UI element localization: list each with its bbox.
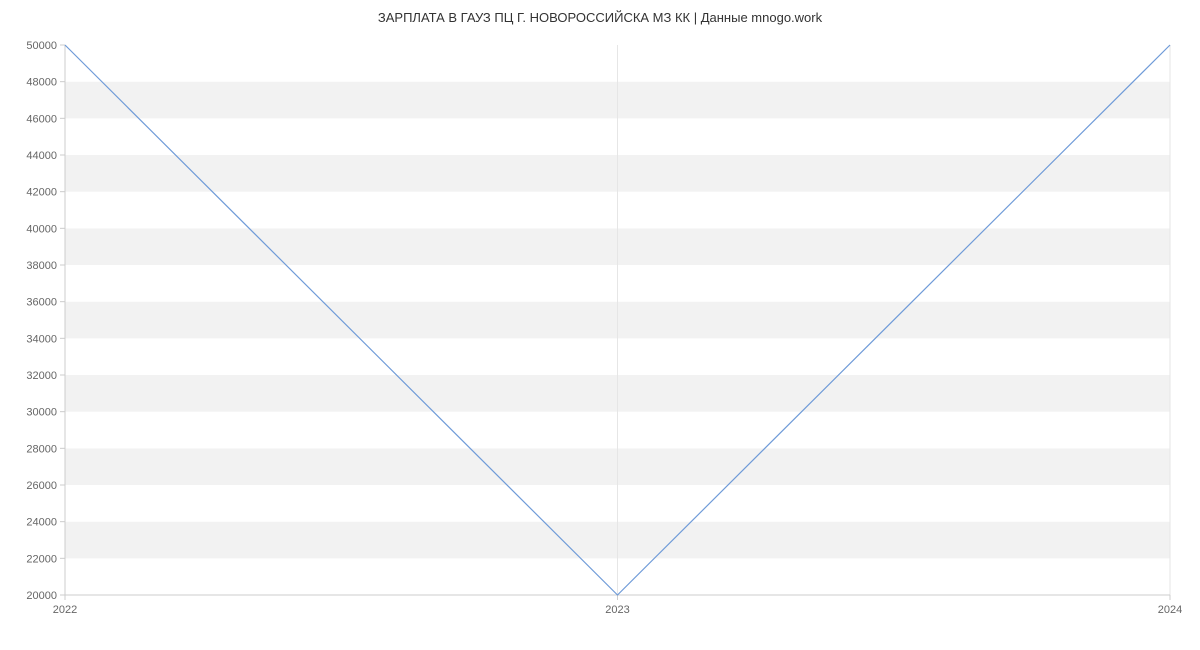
y-tick-label: 24000 <box>26 517 57 529</box>
y-tick-label: 36000 <box>26 297 57 309</box>
y-tick-label: 42000 <box>26 187 57 199</box>
line-chart: 20000 22000 24000 26000 28000 30000 32000 34000… <box>0 0 1200 650</box>
y-tick-label: 26000 <box>26 480 57 492</box>
y-tick-label: 34000 <box>26 333 57 345</box>
y-tick-label: 48000 <box>26 77 57 89</box>
y-tick-label: 40000 <box>26 223 57 235</box>
y-tick-label: 50000 <box>26 40 57 52</box>
x-tick-label: 2022 <box>53 604 77 616</box>
x-tick-label: 2024 <box>1158 604 1182 616</box>
y-tick-label: 38000 <box>26 260 57 272</box>
y-tick-label: 28000 <box>26 443 57 455</box>
chart-container: 20000 22000 24000 26000 28000 30000 32000 34000… <box>0 0 1200 650</box>
y-tick-label: 22000 <box>26 553 57 565</box>
y-tick-label: 20000 <box>26 590 57 602</box>
y-tick-label: 30000 <box>26 407 57 419</box>
y-tick-label: 46000 <box>26 113 57 125</box>
x-tick-label: 2023 <box>605 604 629 616</box>
y-tick-label: 32000 <box>26 370 57 382</box>
y-tick-label: 44000 <box>26 150 57 162</box>
